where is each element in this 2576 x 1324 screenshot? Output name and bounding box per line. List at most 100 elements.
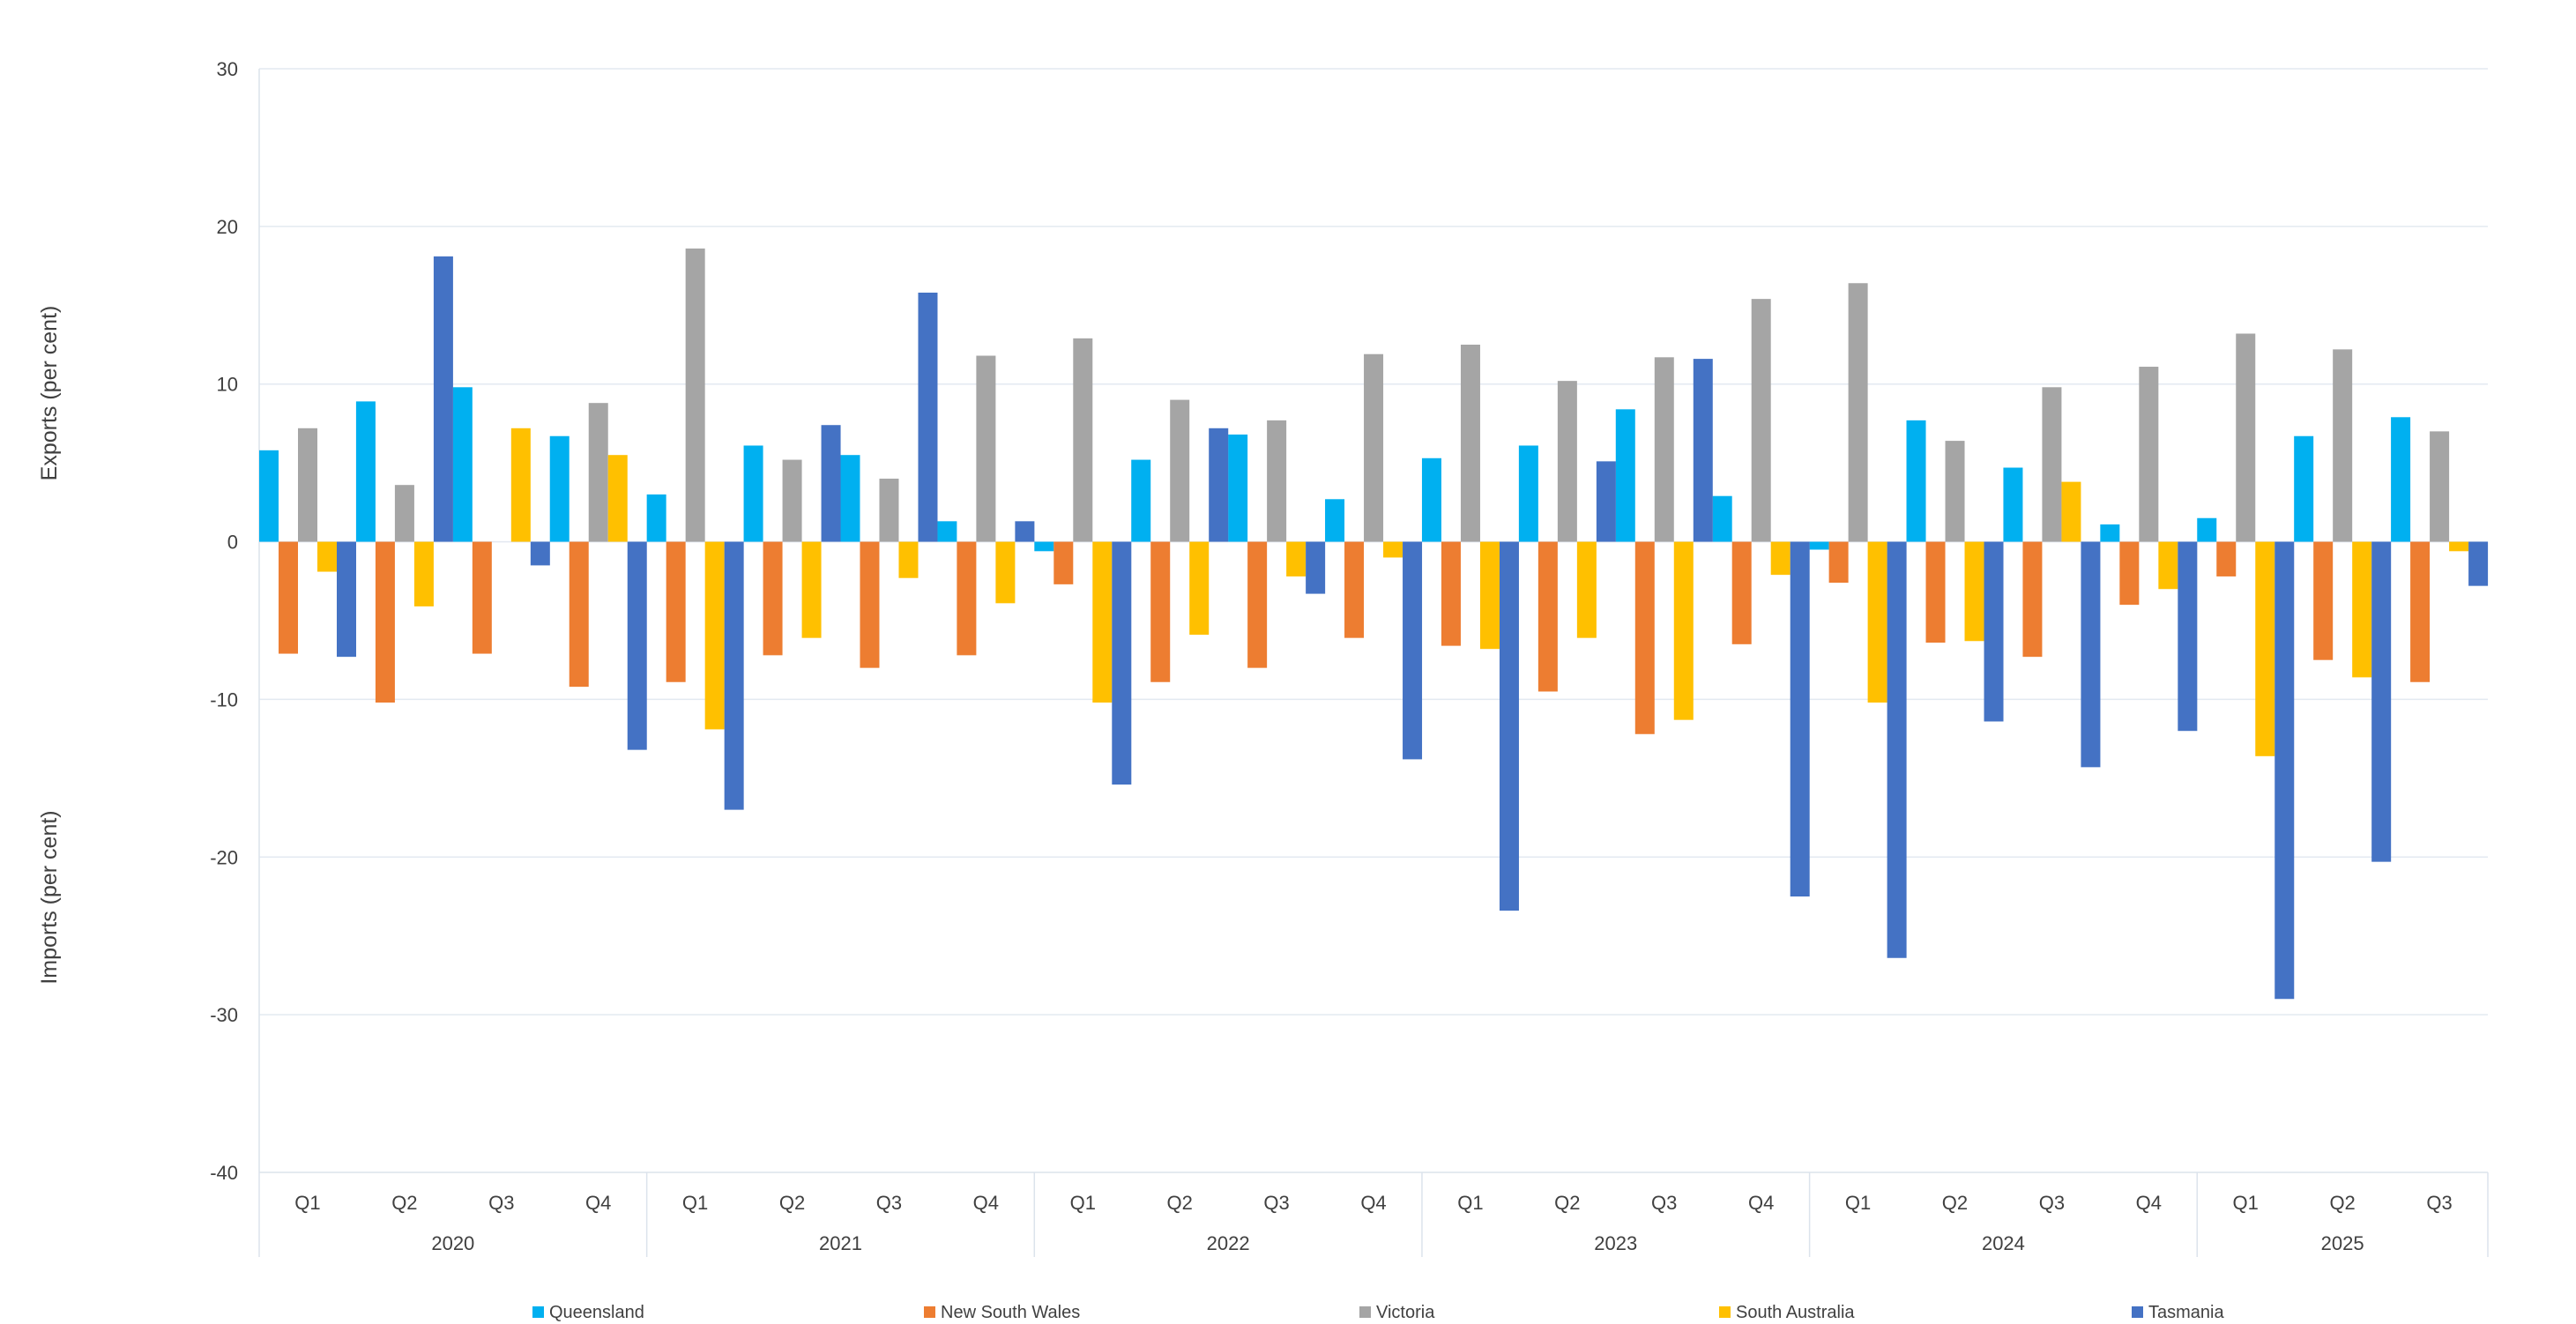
y-axis-title-exports: Exports (per cent): [37, 306, 62, 481]
bar-south-australia: [510, 428, 531, 542]
year-label: 2022: [1207, 1232, 1250, 1254]
x-tick-label: Q1: [1457, 1192, 1483, 1214]
x-tick-label: Q4: [1360, 1192, 1386, 1214]
bar-new-south-wales: [1925, 541, 1946, 643]
bars: [259, 248, 2489, 1000]
bar-queensland: [2391, 417, 2411, 542]
legend-swatch: [1359, 1306, 1371, 1318]
legend: Queensland New South Wales Victoria South A…: [532, 1303, 2224, 1322]
bar-new-south-wales: [2119, 541, 2140, 606]
bar-victoria: [1848, 283, 1868, 542]
bar-victoria: [2236, 333, 2256, 542]
x-tick-label: Q4: [585, 1192, 611, 1214]
bar-queensland: [2294, 435, 2314, 542]
bar-south-australia: [704, 541, 725, 730]
bar-queensland: [355, 401, 376, 542]
bar-victoria: [1654, 357, 1674, 542]
y-tick-label: -20: [210, 846, 238, 868]
bar-victoria: [2042, 387, 2062, 542]
bar-tasmania: [1306, 541, 1326, 594]
bar-queensland: [2197, 517, 2217, 542]
year-label: 2020: [431, 1232, 474, 1254]
bar-queensland: [1712, 495, 1732, 542]
x-tick-label: Q3: [1651, 1192, 1677, 1214]
bar-south-australia: [413, 541, 434, 606]
x-tick-label: Q1: [682, 1192, 708, 1214]
x-tick-label: Q3: [1263, 1192, 1289, 1214]
bar-queensland: [1615, 409, 1635, 542]
bar-victoria: [879, 479, 899, 542]
legend-item-victoria: Victoria: [1359, 1303, 1435, 1322]
bar-queensland: [2003, 467, 2023, 542]
bar-tasmania: [821, 425, 841, 542]
bar-south-australia: [2061, 481, 2081, 542]
legend-item-new-south-wales: New South Wales: [924, 1303, 1080, 1322]
bar-tasmania: [1403, 541, 1423, 760]
bar-south-australia: [1092, 541, 1113, 703]
bar-queensland: [2100, 524, 2120, 542]
x-tick-label: Q2: [1166, 1192, 1192, 1214]
legend-item-south-australia: South Australia: [1719, 1303, 1855, 1322]
legend-label: New South Wales: [941, 1303, 1080, 1322]
bar-victoria: [588, 403, 608, 542]
bar-new-south-wales: [1150, 541, 1171, 682]
bar-victoria: [2139, 367, 2159, 542]
bar-new-south-wales: [1247, 541, 1268, 668]
bar-queensland: [743, 445, 763, 542]
bar-tasmania: [1693, 359, 1713, 542]
bar-south-australia: [2158, 541, 2178, 590]
bar-new-south-wales: [666, 541, 686, 682]
bar-tasmania: [433, 256, 453, 542]
bar-new-south-wales: [763, 541, 783, 656]
bar-south-australia: [1576, 541, 1597, 638]
bar-tasmania: [1209, 428, 1229, 542]
bar-queensland: [259, 450, 279, 542]
bar-victoria: [298, 428, 317, 542]
bar-tasmania: [1499, 541, 1519, 911]
x-tick-label: Q3: [876, 1192, 902, 1214]
bar-new-south-wales: [2313, 541, 2334, 660]
bar-new-south-wales: [1634, 541, 1655, 734]
y-axis-title-imports: Imports (per cent): [37, 810, 62, 984]
bar-tasmania: [1984, 541, 2004, 722]
x-tick-label: Q4: [2136, 1192, 2162, 1214]
legend-label: Tasmania: [2148, 1303, 2224, 1322]
bar-tasmania: [2081, 541, 2101, 768]
legend-swatch: [2132, 1306, 2143, 1318]
y-tick-label: 0: [227, 532, 238, 554]
bar-victoria: [2333, 349, 2353, 542]
x-tick-label: Q3: [2039, 1192, 2065, 1214]
bar-south-australia: [317, 541, 337, 572]
y-tick-label: -30: [210, 1004, 238, 1026]
y-tick-label: -10: [210, 688, 238, 710]
bar-victoria: [976, 355, 996, 542]
bar-new-south-wales: [2216, 541, 2237, 576]
legend-swatch: [532, 1306, 544, 1318]
x-tick-label: Q3: [2426, 1192, 2452, 1214]
x-tick-label: Q2: [391, 1192, 417, 1214]
bar-new-south-wales: [1344, 541, 1365, 638]
bar-victoria: [1945, 441, 1965, 542]
bar-new-south-wales: [375, 541, 395, 703]
bar-new-south-wales: [279, 541, 298, 654]
x-tick-label: Q2: [2329, 1192, 2355, 1214]
bar-tasmania: [1887, 541, 1907, 958]
bar-victoria: [1751, 299, 1771, 542]
bar-south-australia: [2352, 541, 2372, 678]
bar-victoria: [1073, 338, 1093, 542]
bar-queensland: [1906, 420, 1926, 542]
bar-new-south-wales: [569, 541, 589, 688]
bar-tasmania: [1596, 461, 1616, 542]
bar-victoria: [1267, 420, 1287, 542]
bar-victoria: [685, 248, 705, 542]
bar-south-australia: [1286, 541, 1307, 576]
bar-queensland: [1034, 541, 1054, 552]
x-tick-label: Q1: [2233, 1192, 2259, 1214]
year-label: 2025: [2321, 1232, 2364, 1254]
bar-queensland: [840, 455, 860, 542]
bar-new-south-wales: [1053, 541, 1074, 584]
x-axis: Q1 Q2 Q3 Q4 Q1 Q2 Q3 Q4 Q1 Q2 Q3 Q4 Q1 Q2 Q3 Q4 Q1 Q2 Q3 Q4…: [258, 1172, 2489, 1257]
bar-tasmania: [918, 292, 938, 542]
bar-new-south-wales: [1828, 541, 1849, 584]
